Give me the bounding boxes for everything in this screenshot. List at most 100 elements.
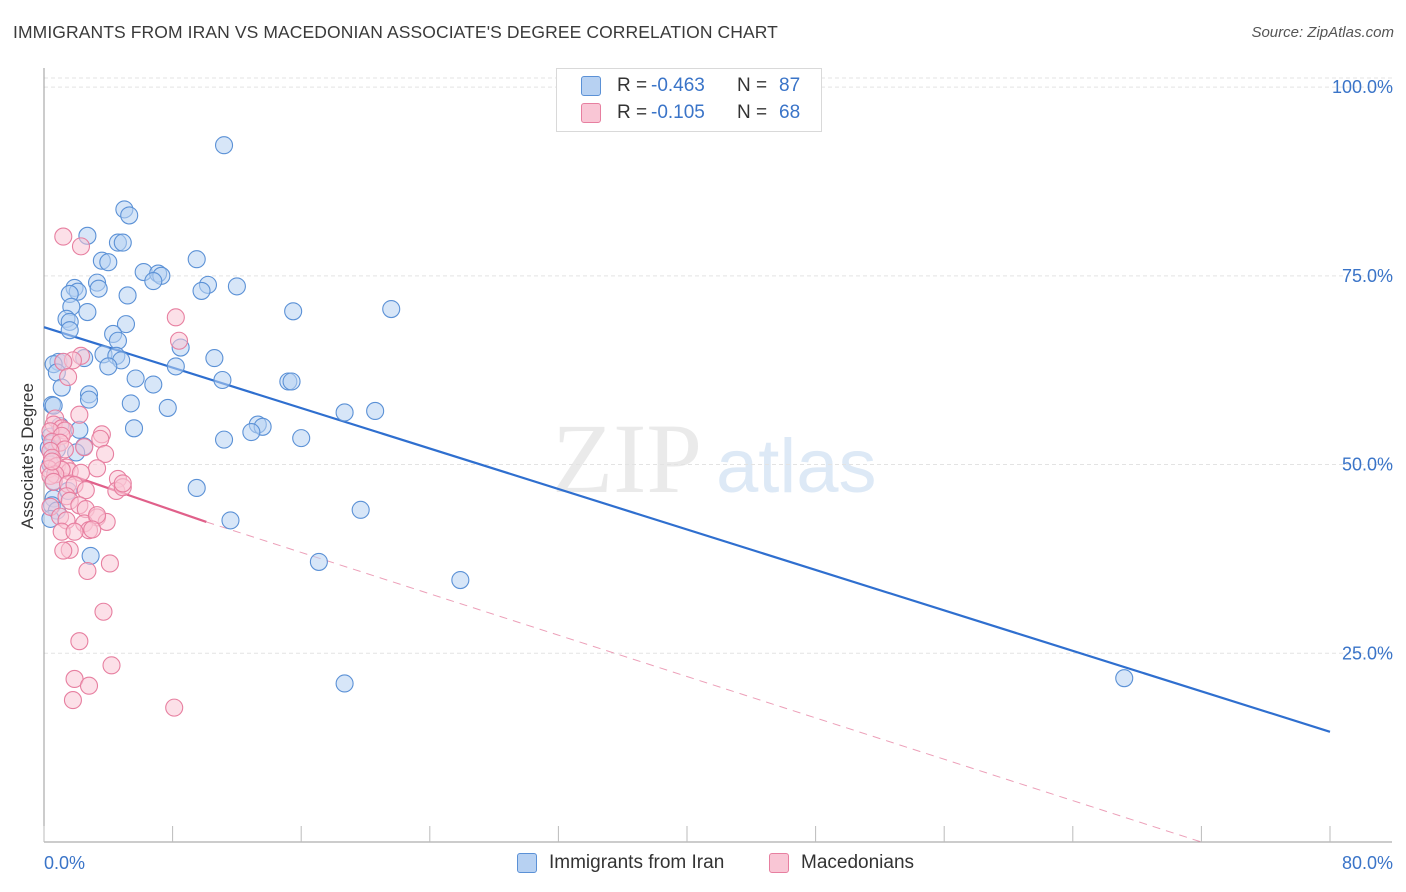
data-point-pink: [91, 429, 110, 448]
data-point-pink: [102, 656, 121, 675]
data-point-blue: [116, 315, 136, 334]
data-point-pink: [78, 561, 97, 581]
legend-item-macedonians[interactable]: Macedonians: [769, 852, 914, 874]
data-point-blue: [382, 299, 401, 319]
r-label: R =: [617, 102, 648, 123]
data-point-blue: [205, 349, 224, 368]
data-point-pink: [165, 698, 184, 717]
data-point-pink: [96, 444, 115, 464]
y-tick-label: 50.0%: [1342, 455, 1393, 475]
trend-line-blue: [43, 326, 1331, 733]
data-point-pink: [83, 520, 102, 539]
data-point-blue: [120, 206, 139, 225]
data-point-blue: [1115, 669, 1134, 688]
iran-swatch: [581, 76, 601, 96]
r-label: R =: [617, 75, 648, 96]
data-point-pink: [113, 474, 132, 493]
data-point-pink: [42, 452, 62, 471]
watermark-zip: ZIP: [552, 403, 702, 514]
stats-legend-row-iran: R = -0.463 N = 87: [581, 73, 800, 99]
data-point-pink: [94, 602, 113, 621]
data-point-pink: [54, 227, 73, 246]
data-point-blue: [242, 423, 261, 442]
data-point-blue: [192, 281, 211, 300]
y-tick-label: 100.0%: [1332, 77, 1393, 97]
n-value: 68: [779, 102, 801, 123]
data-point-blue: [118, 286, 137, 305]
stats-legend-row-macedonians: R = -0.105 N = 68: [581, 100, 800, 126]
data-point-pink: [59, 367, 78, 387]
data-point-blue: [89, 279, 108, 298]
data-point-pink: [65, 522, 84, 541]
macedonians-legend-swatch: [769, 853, 789, 873]
data-point-pink: [71, 237, 91, 256]
data-point-blue: [113, 233, 132, 252]
data-point-blue: [214, 136, 234, 155]
data-point-blue: [335, 403, 354, 422]
data-point-pink: [54, 541, 73, 560]
legend-label-macedonians: Macedonians: [801, 852, 915, 873]
data-point-blue: [282, 372, 301, 391]
data-point-pink: [70, 405, 89, 424]
data-point-blue: [124, 419, 144, 438]
data-point-pink: [75, 438, 94, 457]
data-point-blue: [108, 331, 127, 350]
data-point-pink: [54, 352, 73, 371]
n-value: 87: [779, 75, 801, 96]
data-point-blue: [187, 250, 206, 269]
data-point-blue: [227, 277, 246, 296]
scatter-points: [39, 136, 1134, 717]
data-point-blue: [351, 500, 370, 519]
data-point-blue: [78, 303, 97, 322]
data-point-blue: [213, 370, 232, 390]
data-point-pink: [87, 459, 107, 478]
macedonians-swatch: [581, 103, 601, 123]
data-point-pink: [169, 331, 189, 350]
n-label: N =: [737, 102, 768, 123]
data-point-blue: [166, 357, 185, 376]
r-value: -0.105: [651, 102, 705, 123]
data-point-pink: [79, 676, 99, 695]
tick-labels: 100.0% 75.0% 50.0% 25.0% 0.0% 80.0%: [44, 77, 1393, 873]
y-tick-label: 25.0%: [1342, 643, 1393, 663]
watermark-atlas: atlas: [716, 424, 877, 509]
data-point-blue: [126, 369, 145, 388]
data-point-blue: [284, 302, 303, 321]
data-point-blue: [144, 272, 163, 291]
data-point-blue: [292, 429, 311, 448]
data-point-blue: [99, 253, 118, 272]
data-point-blue: [79, 390, 99, 409]
source-label: Source: ZipAtlas.com: [1251, 24, 1394, 41]
y-axis-label: Associate's Degree: [18, 383, 37, 529]
data-point-pink: [63, 691, 82, 710]
data-point-blue: [99, 357, 118, 376]
data-point-blue: [81, 546, 100, 565]
data-point-blue: [187, 478, 206, 498]
n-label: N =: [737, 75, 768, 96]
series-legend: Immigrants from Iran Macedonians: [0, 852, 1406, 876]
data-point-blue: [60, 321, 79, 340]
data-point-blue: [158, 398, 177, 417]
data-point-blue: [221, 511, 240, 530]
data-point-blue: [335, 674, 354, 693]
data-point-pink: [76, 481, 95, 500]
data-point-blue: [366, 401, 385, 421]
iran-legend-swatch: [517, 853, 537, 873]
r-value: -0.463: [651, 75, 705, 96]
data-point-pink: [70, 632, 89, 651]
data-point-pink: [166, 308, 185, 327]
stats-legend: R = -0.463 N = 87 R = -0.105 N = 68: [556, 68, 822, 132]
data-point-blue: [121, 394, 140, 413]
data-point-blue: [451, 570, 470, 590]
x-tick-label: 0.0%: [44, 853, 85, 873]
data-point-pink: [100, 554, 119, 573]
trend-line-dashed-pink: [206, 521, 1202, 843]
y-tick-label: 75.0%: [1342, 266, 1393, 286]
chart-title: IMMIGRANTS FROM IRAN VS MACEDONIAN ASSOC…: [13, 22, 778, 42]
legend-item-iran[interactable]: Immigrants from Iran: [517, 852, 724, 874]
x-tick-label: 80.0%: [1342, 853, 1393, 873]
grid: [44, 77, 1392, 654]
data-point-blue: [214, 430, 234, 449]
data-point-blue: [144, 375, 163, 394]
